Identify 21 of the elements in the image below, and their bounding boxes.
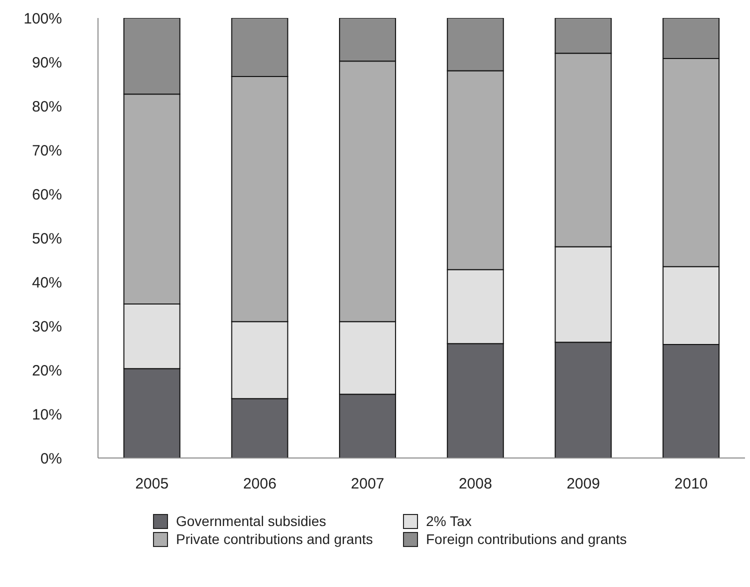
y-tick-label: 20% bbox=[32, 362, 62, 380]
y-tick-label: 50% bbox=[32, 230, 62, 248]
x-tick-label: 2008 bbox=[458, 476, 492, 493]
y-tick-label: 70% bbox=[32, 142, 62, 160]
y-tick-label: 40% bbox=[32, 274, 62, 292]
legend-label: Foreign contributions and grants bbox=[426, 531, 627, 547]
y-tick-label: 10% bbox=[32, 406, 62, 424]
y-tick-label: 100% bbox=[24, 10, 62, 28]
y-tick-label: 80% bbox=[32, 98, 62, 116]
y-tick-label: 90% bbox=[32, 54, 62, 72]
x-tick-label: 2010 bbox=[674, 476, 708, 493]
y-tick-label: 60% bbox=[32, 186, 62, 204]
x-tick-label: 2009 bbox=[566, 476, 600, 493]
x-tick-label: 2006 bbox=[243, 476, 276, 493]
y-tick-label: 0% bbox=[40, 450, 62, 468]
legend-label: Private contributions and grants bbox=[176, 531, 373, 547]
legend-label: 2% Tax bbox=[426, 513, 472, 529]
y-tick-label: 30% bbox=[32, 318, 62, 336]
legend-label: Governmental subsidies bbox=[176, 513, 326, 529]
x-tick-label: 2005 bbox=[135, 476, 169, 493]
x-tick-label: 2007 bbox=[350, 476, 384, 493]
